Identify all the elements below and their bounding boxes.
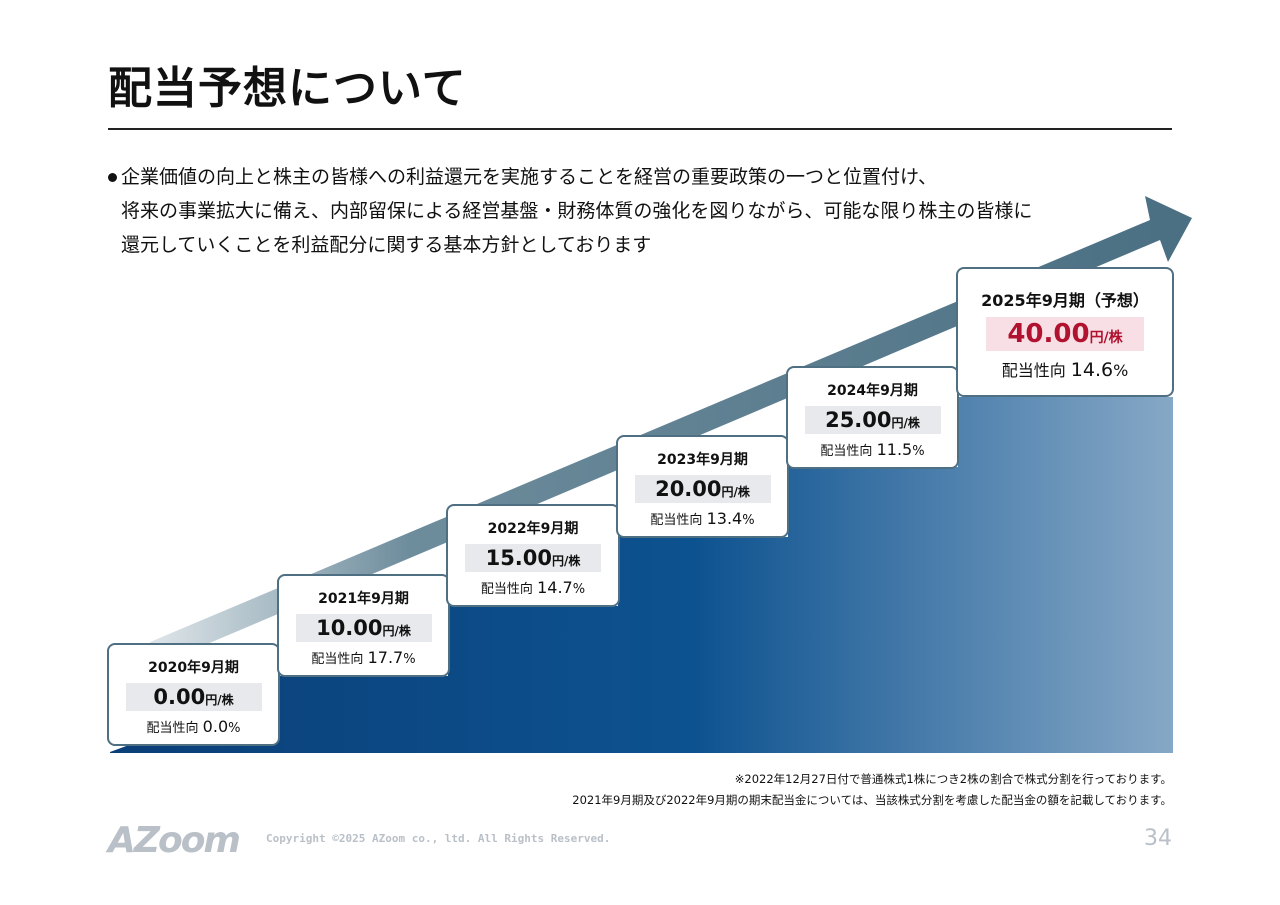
amount: 0.00円/株 [125,683,262,711]
payout-ratio: 配当性向 14.6% [1001,359,1129,381]
dividend-card-2024: 2024年9月期 25.00円/株 配当性向 11.5% [786,366,959,469]
page-title: 配当予想について [108,63,467,114]
footnote: ※2022年12月27日付で普通株式1株につき2株の割合で株式分割を行っておりま… [734,772,1172,786]
copyright: Copyright ©2025 AZoom co., ltd. All Righ… [266,832,611,845]
title-divider [108,128,1172,130]
dividend-card-2020: 2020年9月期 0.00円/株 配当性向 0.0% [107,643,280,746]
period-label: 2025年9月期（予想） [981,291,1149,310]
policy-bullet: 企業価値の向上と株主の皆様への利益還元を実施することを経営の重要政策の一つと位置… [108,160,1032,262]
footnote: 2021年9月期及び2022年9月期の期末配当金については、当該株式分割を考慮し… [572,793,1172,807]
dividend-card-2025-forecast: 2025年9月期（予想） 40.00円/株 配当性向 14.6% [956,267,1174,397]
amount: 25.00円/株 [804,406,941,434]
dividend-card-2023: 2023年9月期 20.00円/株 配当性向 13.4% [616,435,789,538]
payout-ratio: 配当性向 11.5% [820,440,925,459]
page-number: 34 [1144,826,1172,851]
azoom-logo: AZoom [108,820,241,861]
payout-ratio: 配当性向 17.7% [311,648,416,667]
period-label: 2020年9月期 [148,660,239,676]
bullet-line: 企業価値の向上と株主の皆様への利益還元を実施することを経営の重要政策の一つと位置… [121,166,938,188]
payout-ratio: 配当性向 13.4% [650,509,755,528]
period-label: 2022年9月期 [487,521,579,537]
period-label: 2021年9月期 [318,591,409,607]
dividend-card-2022: 2022年9月期 15.00円/株 配当性向 14.7% [446,504,620,607]
bullet-icon [108,173,117,182]
amount: 20.00円/株 [634,475,771,503]
bullet-line: 将来の事業拡大に備え、内部留保による経営基盤・財務体質の強化を図りながら、可能な… [121,200,1033,222]
dividend-card-2021: 2021年9月期 10.00円/株 配当性向 17.7% [277,574,450,677]
amount: 15.00円/株 [465,544,601,572]
period-label: 2024年9月期 [827,383,918,399]
payout-ratio: 配当性向 0.0% [146,717,241,736]
period-label: 2023年9月期 [657,452,748,468]
amount: 10.00円/株 [295,614,432,642]
payout-ratio: 配当性向 14.7% [480,578,586,597]
rising-arrow [150,196,1192,664]
dividend-staircase [110,397,1173,753]
bullet-line: 還元していくことを利益配分に関する基本方針としております [121,234,652,256]
amount: 40.00円/株 [986,317,1144,351]
